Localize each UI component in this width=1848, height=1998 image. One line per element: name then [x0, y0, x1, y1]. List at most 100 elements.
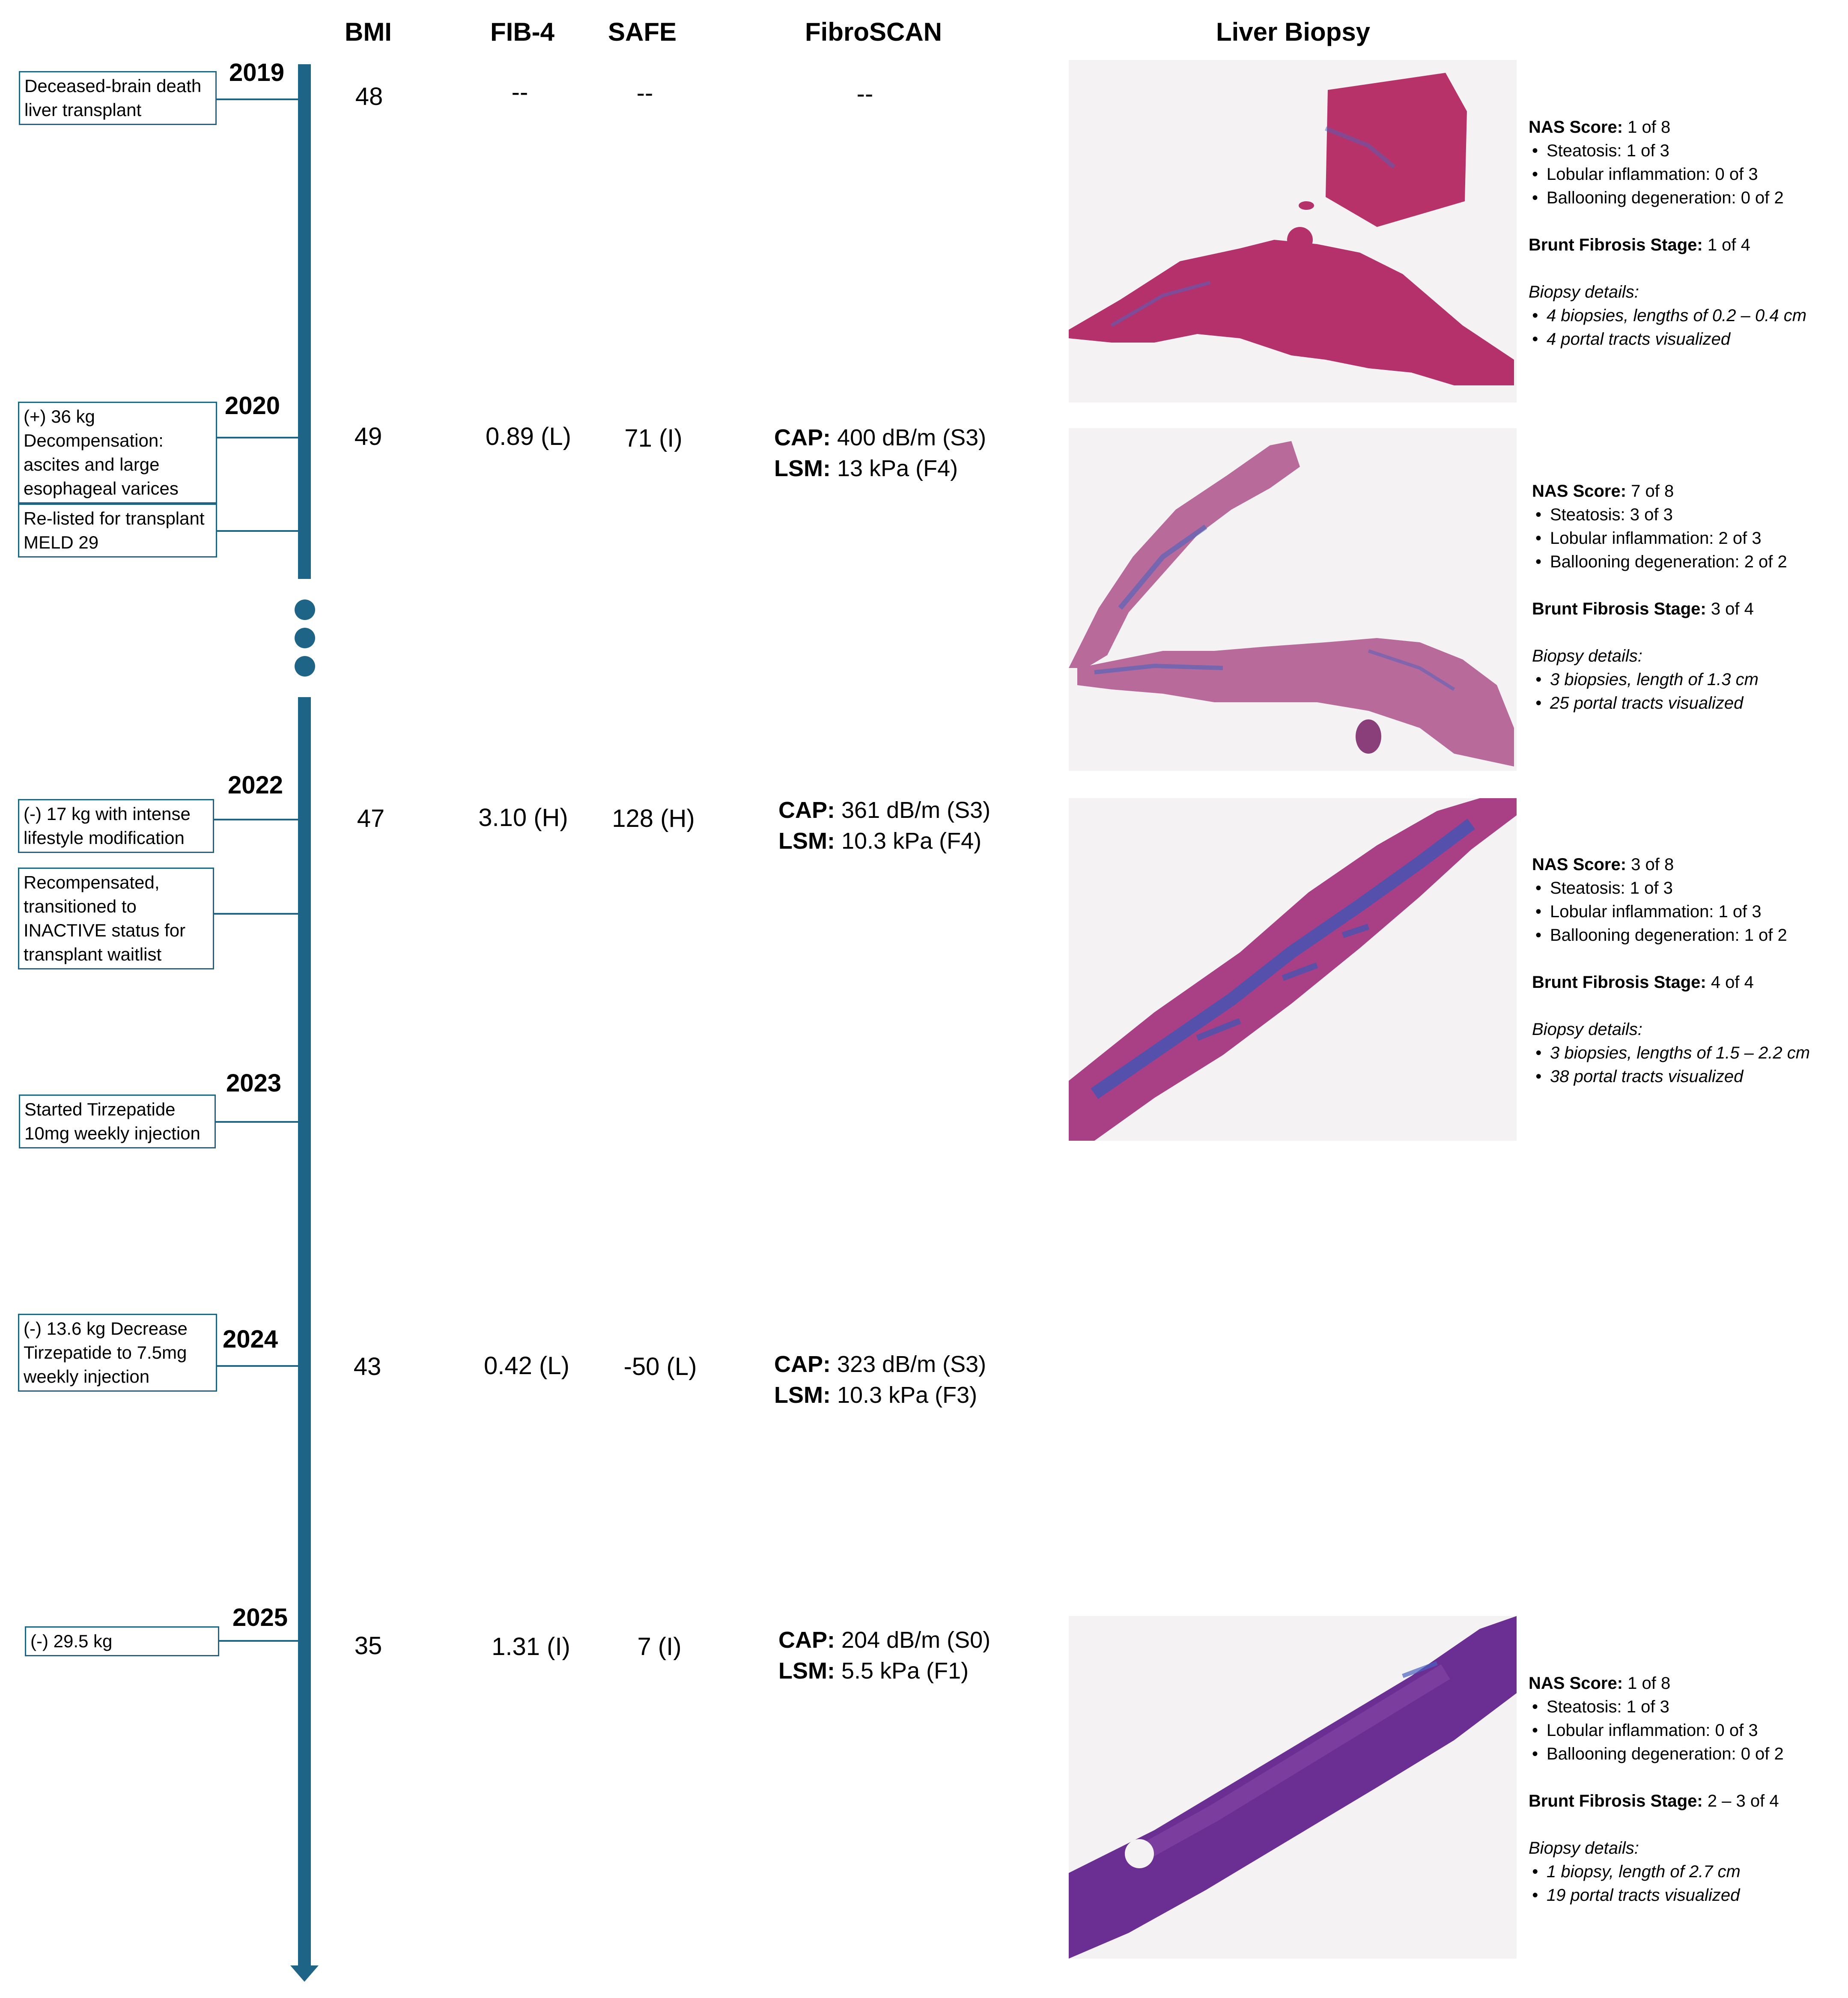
biopsy-details-block: NAS Score: 1 of 8 Steatosis: 1 of 3 Lobu… — [1529, 1672, 1784, 1907]
fibroscan-value: CAP: 361 dB/m (S3) LSM: 10.3 kPa (F4) — [778, 795, 990, 856]
event-box: (-) 29.5 kg — [25, 1626, 219, 1656]
biopsy-details-block: NAS Score: 3 of 8 Steatosis: 1 of 3 Lobu… — [1532, 853, 1810, 1088]
ballooning-item: Ballooning degeneration: 0 of 2 — [1532, 186, 1806, 210]
biopsy-detail-item: 3 biopsies, length of 1.3 cm — [1535, 668, 1787, 692]
fibroscan-value: CAP: 400 dB/m (S3) LSM: 13 kPa (F4) — [774, 422, 986, 484]
fibroscan-value: CAP: 323 dB/m (S3) LSM: 10.3 kPa (F3) — [774, 1349, 986, 1411]
biopsy-details-label: Biopsy details: — [1532, 647, 1642, 665]
lsm-value: 5.5 kPa (F1) — [841, 1658, 969, 1684]
steatosis-item: Steatosis: 1 of 3 — [1532, 139, 1806, 163]
year-label: 2025 — [232, 1604, 288, 1631]
nas-score-value: 3 of 8 — [1626, 855, 1674, 874]
biopsy-detail-item: 38 portal tracts visualized — [1535, 1065, 1810, 1088]
brunt-stage-label: Brunt Fibrosis Stage: — [1529, 236, 1703, 254]
event-connector — [216, 1121, 298, 1123]
biopsy-image — [1069, 428, 1517, 771]
fibroscan-value: CAP: 204 dB/m (S0) LSM: 5.5 kPa (F1) — [778, 1625, 990, 1686]
brunt-stage-value: 2 – 3 of 4 — [1702, 1792, 1779, 1810]
nas-score-label: NAS Score: — [1532, 482, 1627, 501]
brunt-stage-label: Brunt Fibrosis Stage: — [1529, 1792, 1703, 1810]
biopsy-detail-item: 3 biopsies, lengths of 1.5 – 2.2 cm — [1535, 1041, 1810, 1065]
biopsy-image — [1069, 798, 1517, 1141]
biopsy-details-block: NAS Score: 1 of 8 Steatosis: 1 of 3 Lobu… — [1529, 116, 1806, 351]
year-label: 2024 — [223, 1325, 278, 1353]
fib4-value: 0.89 (L) — [486, 423, 571, 450]
event-box: Recompensated, transitioned to INACTIVE … — [18, 868, 214, 969]
header-fibroscan: FibroSCAN — [805, 18, 942, 46]
nas-score-value: 1 of 8 — [1623, 118, 1671, 137]
cap-label: CAP: — [774, 425, 831, 450]
lsm-value: 10.3 kPa (F4) — [841, 828, 982, 854]
bmi-value: 35 — [354, 1632, 382, 1660]
header-safe: SAFE — [608, 18, 677, 46]
biopsy-detail-item: 4 biopsies, lengths of 0.2 – 0.4 cm — [1532, 304, 1806, 328]
steatosis-item: Steatosis: 1 of 3 — [1532, 1695, 1784, 1719]
biopsy-image — [1069, 1616, 1517, 1959]
fib4-value: -- — [511, 78, 528, 106]
bmi-value: 47 — [357, 805, 385, 832]
cap-value: 400 dB/m (S3) — [837, 425, 987, 450]
bmi-value: 43 — [353, 1353, 382, 1381]
lsm-value: 10.3 kPa (F3) — [837, 1382, 978, 1408]
header-liver-biopsy: Liver Biopsy — [1216, 18, 1371, 46]
lsm-label: LSM: — [778, 1658, 835, 1684]
header-fib4: FIB-4 — [490, 18, 554, 46]
event-connector — [214, 819, 298, 820]
fib4-value: 0.42 (L) — [484, 1352, 569, 1380]
fibroscan-value: -- — [856, 80, 873, 108]
event-connector — [219, 1640, 298, 1642]
cap-label: CAP: — [778, 797, 835, 823]
biopsy-image — [1069, 60, 1517, 403]
cap-label: CAP: — [778, 1627, 835, 1653]
biopsy-details-label: Biopsy details: — [1532, 1020, 1642, 1039]
ballooning-item: Ballooning degeneration: 2 of 2 — [1535, 550, 1787, 574]
bmi-value: 49 — [354, 423, 382, 450]
ballooning-item: Ballooning degeneration: 0 of 2 — [1532, 1742, 1784, 1766]
brunt-stage-value: 4 of 4 — [1706, 973, 1754, 992]
biopsy-details-label: Biopsy details: — [1529, 283, 1639, 301]
event-connector — [217, 437, 298, 438]
event-connector — [214, 913, 298, 915]
event-connector — [217, 98, 298, 100]
safe-value: -- — [636, 79, 653, 107]
year-label: 2020 — [225, 392, 280, 420]
nas-score-value: 7 of 8 — [1626, 482, 1674, 501]
nas-score-label: NAS Score: — [1529, 1674, 1623, 1693]
event-box: (-) 17 kg with intense lifestyle modific… — [18, 799, 214, 853]
cap-value: 204 dB/m (S0) — [841, 1627, 991, 1653]
biopsy-details-block: NAS Score: 7 of 8 Steatosis: 3 of 3 Lobu… — [1532, 480, 1787, 715]
event-connector — [217, 530, 298, 532]
year-label: 2019 — [229, 59, 285, 86]
biopsy-detail-item: 19 portal tracts visualized — [1532, 1884, 1784, 1907]
lobular-item: Lobular inflammation: 0 of 3 — [1532, 163, 1806, 186]
steatosis-item: Steatosis: 1 of 3 — [1535, 877, 1810, 900]
event-box: Started Tirzepatide 10mg weekly injectio… — [19, 1094, 216, 1148]
nas-score-label: NAS Score: — [1529, 118, 1623, 137]
nas-score-value: 1 of 8 — [1623, 1674, 1671, 1693]
fib4-value: 3.10 (H) — [478, 804, 568, 832]
header-bmi: BMI — [345, 18, 392, 46]
brunt-stage-value: 3 of 4 — [1706, 599, 1754, 618]
biopsy-detail-item: 1 biopsy, length of 2.7 cm — [1532, 1860, 1784, 1884]
safe-value: -50 (L) — [623, 1353, 697, 1381]
fib4-value: 1.31 (I) — [492, 1633, 570, 1661]
timeline-arrow-head — [290, 1965, 319, 1982]
cap-label: CAP: — [774, 1351, 831, 1377]
timeline-gap-dot — [295, 599, 315, 620]
lobular-item: Lobular inflammation: 1 of 3 — [1535, 900, 1810, 924]
timeline-gap-dot — [295, 656, 315, 677]
safe-value: 7 (I) — [637, 1633, 682, 1661]
bmi-value: 48 — [355, 83, 383, 110]
biopsy-detail-item: 25 portal tracts visualized — [1535, 692, 1787, 715]
steatosis-item: Steatosis: 3 of 3 — [1535, 503, 1787, 527]
brunt-stage-label: Brunt Fibrosis Stage: — [1532, 599, 1706, 618]
event-box: Re-listed for transplant MELD 29 — [18, 504, 217, 558]
year-label: 2023 — [226, 1069, 282, 1097]
brunt-stage-label: Brunt Fibrosis Stage: — [1532, 973, 1706, 992]
safe-value: 71 (I) — [624, 424, 683, 452]
event-box: (-) 13.6 kg Decrease Tirzepatide to 7.5m… — [18, 1314, 217, 1392]
nas-score-label: NAS Score: — [1532, 855, 1627, 874]
timeline-bar-bottom — [298, 697, 311, 1968]
cap-value: 361 dB/m (S3) — [841, 797, 991, 823]
ballooning-item: Ballooning degeneration: 1 of 2 — [1535, 924, 1810, 947]
